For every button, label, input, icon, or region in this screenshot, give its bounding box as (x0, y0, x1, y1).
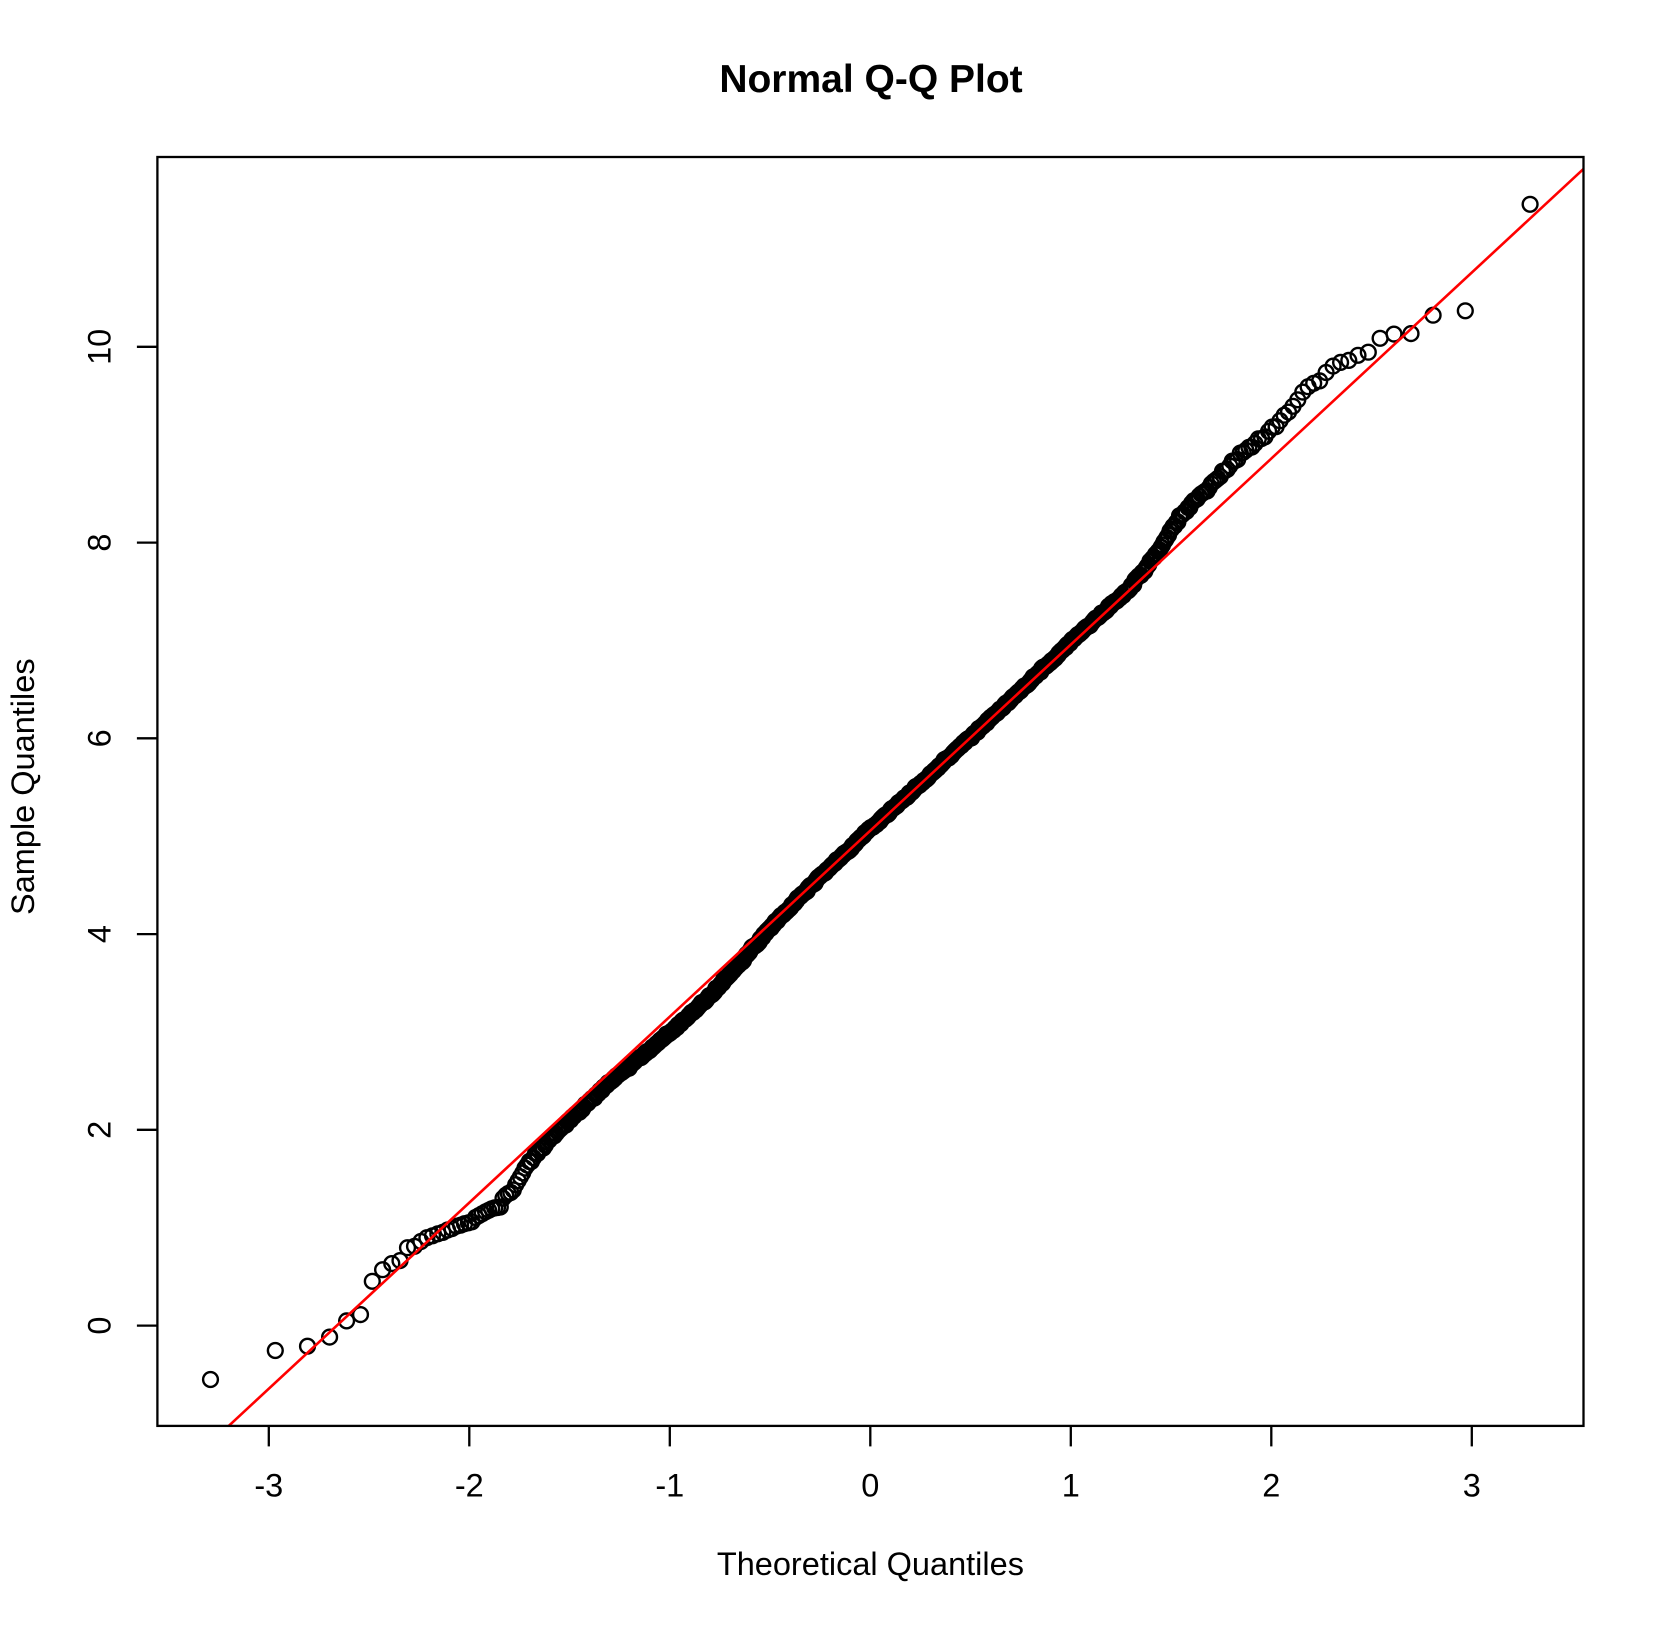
svg-text:0: 0 (82, 1317, 118, 1335)
svg-text:-2: -2 (455, 1468, 484, 1504)
svg-text:-3: -3 (254, 1468, 283, 1504)
svg-text:8: 8 (82, 534, 118, 552)
svg-text:0: 0 (861, 1468, 879, 1504)
svg-text:-1: -1 (655, 1468, 684, 1504)
svg-text:Normal Q-Q Plot: Normal Q-Q Plot (719, 58, 1022, 101)
svg-text:2: 2 (1262, 1468, 1280, 1504)
svg-text:2: 2 (82, 1121, 118, 1139)
svg-text:10: 10 (82, 329, 118, 365)
svg-text:Sample Quantiles: Sample Quantiles (5, 658, 41, 915)
svg-text:1: 1 (1062, 1468, 1080, 1504)
svg-text:6: 6 (82, 729, 118, 747)
svg-text:3: 3 (1463, 1468, 1481, 1504)
svg-text:4: 4 (82, 925, 118, 943)
svg-text:Theoretical Quantiles: Theoretical Quantiles (717, 1546, 1024, 1582)
